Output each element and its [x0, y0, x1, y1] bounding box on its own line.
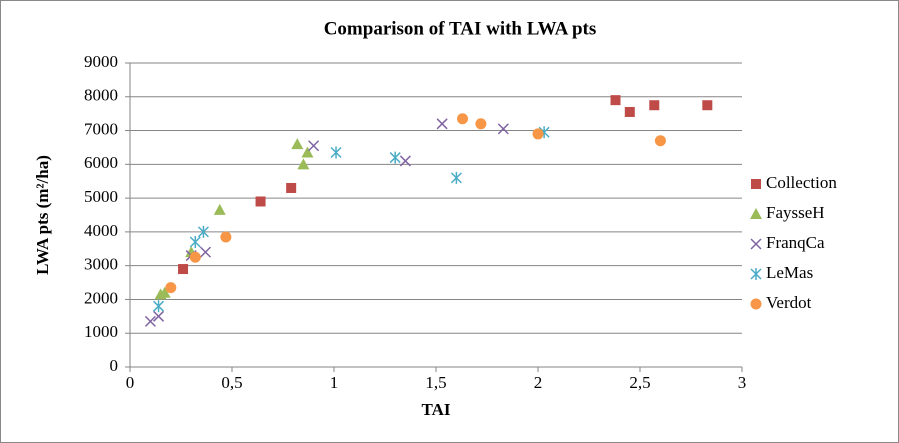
x-axis-title: TAI: [422, 400, 451, 419]
marker: [301, 146, 314, 158]
y-tick-label: 6000: [84, 153, 118, 172]
marker: [450, 171, 462, 184]
marker: [165, 282, 177, 294]
marker: [751, 179, 761, 189]
marker: [750, 298, 762, 310]
legend-label: FranqCa: [766, 233, 825, 252]
marker: [399, 155, 411, 167]
marker: [286, 182, 297, 193]
y-tick-label: 5000: [84, 187, 118, 206]
y-tick-label: 3000: [84, 255, 118, 274]
marker: [255, 196, 266, 207]
y-tick-label: 7000: [84, 119, 118, 138]
marker: [199, 246, 212, 258]
legend-label: Verdot: [766, 293, 812, 312]
marker: [308, 140, 320, 152]
marker: [153, 300, 165, 313]
marker: [389, 151, 401, 164]
marker: [153, 310, 165, 322]
marker: [497, 123, 509, 135]
x-tick-label: 0: [126, 373, 135, 392]
marker: [475, 118, 487, 130]
marker: [750, 268, 762, 280]
marker: [610, 95, 621, 106]
marker: [750, 208, 762, 219]
marker: [197, 225, 209, 238]
marker: [189, 251, 201, 263]
legend-label: Collection: [766, 173, 837, 192]
marker: [291, 138, 304, 150]
y-tick-label: 4000: [84, 221, 118, 240]
marker: [436, 118, 448, 130]
marker: [144, 315, 156, 327]
x-tick-label: 2,5: [629, 373, 650, 392]
marker: [297, 158, 310, 170]
marker: [649, 100, 660, 111]
marker: [158, 286, 171, 298]
legend-label: FaysseH: [766, 203, 825, 222]
marker: [213, 203, 226, 215]
marker: [702, 100, 713, 111]
x-tick-label: 1,5: [425, 373, 446, 392]
chart-title: Comparison of TAI with LWA pts: [324, 18, 597, 39]
y-tick-label: 9000: [84, 52, 118, 71]
y-tick-label: 2000: [84, 288, 118, 307]
marker: [750, 238, 762, 250]
marker: [532, 128, 544, 140]
y-axis-title: LWA pts (m²/ha): [33, 155, 52, 275]
marker: [330, 146, 342, 159]
marker: [654, 135, 666, 147]
x-tick-label: 0,5: [221, 373, 242, 392]
x-tick-label: 2: [534, 373, 543, 392]
y-tick-label: 8000: [84, 86, 118, 105]
x-tick-label: 1: [330, 373, 339, 392]
marker: [220, 231, 232, 243]
y-tick-label: 1000: [84, 322, 118, 341]
marker: [178, 264, 189, 275]
y-tick-label: 0: [110, 356, 119, 375]
marker: [189, 236, 201, 249]
marker: [457, 113, 469, 125]
x-tick-label: 3: [738, 373, 747, 392]
legend-label: LeMas: [766, 263, 813, 282]
marker: [624, 106, 635, 117]
